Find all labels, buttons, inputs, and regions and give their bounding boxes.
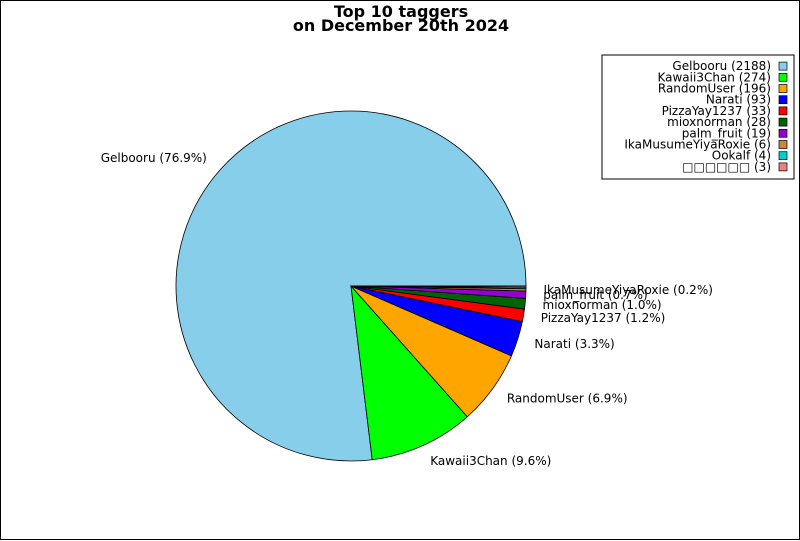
legend-label-ookalf: Ookalf (4)	[712, 149, 771, 163]
pie-label-pizzayay1237: PizzaYay1237 (1.2%)	[541, 311, 666, 325]
legend-swatch-kawaii3chan	[778, 72, 788, 82]
legend-label-kawaii3chan: Kawaii3Chan (274)	[657, 70, 771, 84]
legend-label-item-9: □□□□□□ (3)	[682, 160, 771, 174]
pie-label-randomuser: RandomUser (6.9%)	[507, 392, 628, 406]
pie-label-narati: Narati (3.3%)	[534, 337, 614, 351]
pie-label-palm-fruit: palm_fruit (0.7%)	[543, 288, 647, 302]
legend-swatch-ookalf	[778, 151, 788, 161]
legend-label-gelbooru: Gelbooru (2188)	[672, 59, 771, 73]
legend-swatch-randomuser	[778, 84, 788, 93]
legend-label-mioxnorman: mioxnorman (28)	[667, 115, 771, 129]
legend-label-pizzayay1237: PizzaYay1237 (33)	[662, 104, 771, 118]
legend-box	[601, 54, 795, 180]
pie-slice-kawaii3chan	[350, 284, 468, 461]
legend-swatch-palm-fruit	[778, 128, 788, 138]
pie-label-gelbooru: Gelbooru (76.9%)	[101, 151, 207, 165]
legend-swatch-gelbooru	[778, 61, 788, 71]
legend-label-ikamusumeyiyaroxie: IkaMusumeYiyaRoxie (6)	[624, 138, 771, 152]
pie-label-ikamusumeyiyaroxie: IkaMusumeYiyaRoxie (0.2%)	[543, 283, 712, 297]
pie-label-mioxnorman: mioxnorman (1.0%)	[543, 298, 662, 312]
legend-swatch-narati	[778, 95, 788, 105]
pie-label-kawaii3chan: Kawaii3Chan (9.6%)	[430, 454, 551, 468]
chart-title-line-1: Top 10 taggers	[334, 2, 468, 21]
legend-label-narati: Narati (93)	[706, 93, 771, 107]
legend-label-randomuser: RandomUser (196)	[658, 82, 771, 96]
legend-label-palm-fruit: palm_fruit (19)	[682, 126, 771, 140]
legend-swatch-item-9	[778, 162, 788, 172]
legend-swatch-pizzayay1237	[778, 106, 788, 116]
legend-swatch-mioxnorman	[778, 117, 788, 127]
pie-slice-item-9	[350, 285, 527, 288]
legend-swatch-ikamusumeyiyaroxie	[778, 140, 788, 149]
chart-title-line-2: on December 20th 2024	[293, 16, 509, 35]
